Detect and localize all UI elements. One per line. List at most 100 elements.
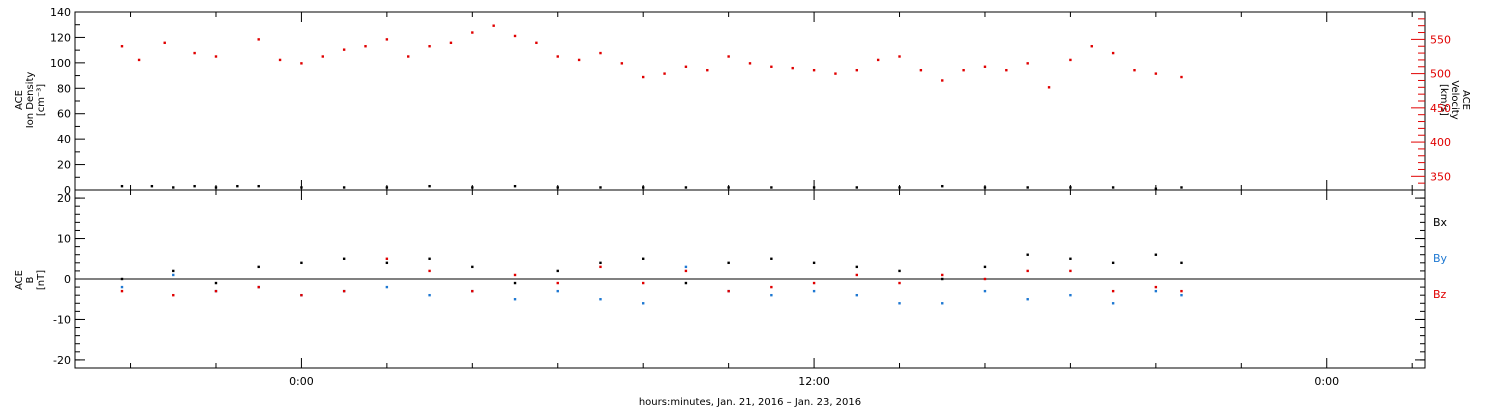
by-point <box>898 302 901 305</box>
velocity-point <box>791 66 794 70</box>
ion-density-point <box>471 186 474 189</box>
bz-point <box>428 269 431 273</box>
bx-point <box>257 265 260 269</box>
velocity-point <box>684 65 688 68</box>
bottom-left-axis-title-line: ACE <box>14 270 25 290</box>
y-tick-label: -10 <box>53 313 71 326</box>
velocity-point <box>1069 58 1072 62</box>
velocity-point <box>620 62 624 65</box>
velocity-point <box>257 38 260 41</box>
by-point <box>770 293 773 297</box>
bz-point <box>684 269 688 273</box>
bz-point <box>1154 285 1158 289</box>
ion-density-point <box>1154 187 1158 190</box>
bz-point <box>1180 289 1183 293</box>
legend-by: By <box>1433 252 1448 265</box>
bx-point <box>855 265 859 269</box>
ion-density-point <box>300 186 303 189</box>
by-point <box>684 265 688 269</box>
bx-point <box>428 257 431 260</box>
y-tick-label: 40 <box>57 133 71 146</box>
velocity-point <box>834 72 837 75</box>
ion-density-point <box>855 186 859 189</box>
by-point <box>120 285 124 289</box>
velocity-point <box>364 45 367 48</box>
velocity-point <box>407 55 410 58</box>
bz-point <box>812 281 816 285</box>
by-point <box>599 298 602 301</box>
bz-point <box>1069 269 1072 273</box>
velocity-point <box>876 58 880 62</box>
bx-point <box>770 257 773 260</box>
bz-point <box>855 273 859 277</box>
bx-point <box>1069 257 1072 260</box>
top-right-axis-title-line: ACE <box>1460 90 1471 110</box>
bx-point <box>727 261 730 265</box>
ion-density-point <box>214 186 218 189</box>
velocity-point <box>641 75 645 79</box>
top-left-axis-title-line: [cm⁻³] <box>36 84 47 116</box>
velocity-point <box>1154 72 1158 75</box>
y-tick-label: 120 <box>50 31 71 44</box>
ion-density-point <box>1026 186 1029 189</box>
top-left-axis-title-line: ACE <box>14 90 25 110</box>
bx-point <box>471 265 474 269</box>
y-tick-label: 140 <box>50 6 71 19</box>
by-point <box>1069 293 1072 297</box>
bz-point <box>300 293 303 297</box>
ion-density-point <box>172 186 175 189</box>
bx-point <box>1026 253 1029 256</box>
velocity-point <box>727 55 730 58</box>
bz-point <box>941 273 944 277</box>
velocity-point <box>321 55 324 58</box>
top-panel-frame <box>74 11 1426 191</box>
ion-density-point <box>941 184 944 188</box>
velocity-point <box>342 48 346 51</box>
y-tick-label: 0 <box>64 273 71 286</box>
b-legend: Bx By Bz <box>1433 216 1448 301</box>
by-point <box>941 302 944 305</box>
velocity-point <box>577 58 581 62</box>
velocity-tick-label: 350 <box>1430 170 1451 183</box>
velocity-point <box>300 62 303 65</box>
velocity-point <box>556 55 559 58</box>
bx-point <box>812 261 816 265</box>
top-right-axis-title: ACE Velocity [km/s] <box>1438 80 1471 119</box>
bz-point <box>342 289 346 293</box>
by-point <box>812 289 816 293</box>
by-point <box>1111 302 1115 305</box>
ticks-layer: 0:00 12:00 0:00020406080100120140350400450… <box>50 6 1451 388</box>
velocity-point <box>855 68 859 72</box>
velocity-point <box>1111 51 1115 55</box>
velocity-tick-label: 450 <box>1430 102 1451 115</box>
velocity-point <box>1047 86 1051 89</box>
top-left-axis-title-line: Ion Density <box>25 72 36 129</box>
bx-point <box>983 265 987 269</box>
bz-point <box>556 281 559 285</box>
bz-point <box>898 281 901 285</box>
bz-point <box>471 289 474 293</box>
velocity-point <box>770 65 773 68</box>
velocity-point <box>599 51 602 55</box>
bx-point <box>120 277 124 281</box>
bx-point <box>1111 261 1115 265</box>
ion-density-point <box>428 184 431 188</box>
by-point <box>513 298 517 301</box>
ion-density-point <box>513 184 517 188</box>
y-tick-label: 80 <box>57 82 71 95</box>
velocity-point <box>120 45 124 48</box>
velocity-tick-label: 400 <box>1430 136 1451 149</box>
x-tick-label: 12:00 <box>798 375 830 388</box>
velocity-point <box>1005 68 1008 72</box>
by-point <box>1180 293 1183 297</box>
velocity-point <box>663 72 666 75</box>
ion-density-point <box>1180 186 1183 189</box>
by-point <box>1026 298 1029 301</box>
by-point <box>641 302 645 305</box>
bottom-left-axis-title-line: B <box>25 276 36 283</box>
velocity-point <box>471 31 474 34</box>
top-left-axis-title: ACE Ion Density [cm⁻³] <box>14 72 47 129</box>
top-right-axis-title-line: [km/s] <box>1438 84 1449 116</box>
bx-point <box>641 257 645 260</box>
velocity-point <box>137 58 141 62</box>
